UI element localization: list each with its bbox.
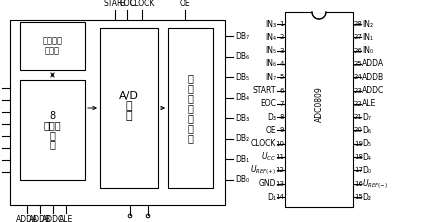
Bar xyxy=(285,12,353,207)
Text: IN₀: IN₀ xyxy=(362,46,373,55)
Text: 换: 换 xyxy=(126,111,132,121)
Text: 20: 20 xyxy=(354,127,363,133)
Text: 三: 三 xyxy=(187,73,194,83)
Text: D₄: D₄ xyxy=(362,153,371,162)
Text: DB₇: DB₇ xyxy=(235,32,249,40)
Text: IN₄: IN₄ xyxy=(265,33,276,42)
Text: 存: 存 xyxy=(187,103,194,113)
Text: START: START xyxy=(252,86,276,95)
Text: DB₂: DB₂ xyxy=(235,134,249,143)
Text: 21: 21 xyxy=(354,114,363,120)
Text: 与译码: 与译码 xyxy=(45,46,60,56)
Text: D₁: D₁ xyxy=(267,192,276,202)
Text: 态: 态 xyxy=(187,83,194,93)
Text: 26: 26 xyxy=(354,48,363,54)
Text: 1: 1 xyxy=(279,21,284,27)
Text: D₆: D₆ xyxy=(362,126,371,135)
Text: OE: OE xyxy=(180,0,191,8)
Text: 地址锁存: 地址锁存 xyxy=(42,36,62,46)
Polygon shape xyxy=(312,5,326,12)
Text: 关: 关 xyxy=(50,139,55,149)
Text: 23: 23 xyxy=(354,87,363,93)
Text: IN₂: IN₂ xyxy=(362,20,373,28)
Text: DB₅: DB₅ xyxy=(235,73,249,82)
Text: $U_{REF(-)}$: $U_{REF(-)}$ xyxy=(362,177,388,191)
Text: 转: 转 xyxy=(126,101,132,111)
Text: $U_{REF(-)}$: $U_{REF(-)}$ xyxy=(135,220,161,222)
Text: OE: OE xyxy=(265,126,276,135)
Text: GND: GND xyxy=(259,179,276,188)
Text: IN₆: IN₆ xyxy=(265,59,276,68)
Text: 28: 28 xyxy=(354,21,363,27)
Text: ADDB: ADDB xyxy=(29,215,51,222)
Text: IN₅: IN₅ xyxy=(265,46,276,55)
Text: 器: 器 xyxy=(187,133,194,143)
Text: $U_{REF(+)}$: $U_{REF(+)}$ xyxy=(250,163,276,177)
Text: 12: 12 xyxy=(275,167,284,173)
Bar xyxy=(10,20,225,205)
Text: 开: 开 xyxy=(50,130,55,140)
Text: 9: 9 xyxy=(279,127,284,133)
Text: DB₄: DB₄ xyxy=(235,93,249,102)
Text: DB₃: DB₃ xyxy=(235,114,249,123)
Text: IN₃: IN₃ xyxy=(265,20,276,28)
Text: 10: 10 xyxy=(275,141,284,147)
Text: 6: 6 xyxy=(279,87,284,93)
Text: 8: 8 xyxy=(279,114,284,120)
Text: DB₀: DB₀ xyxy=(235,176,249,184)
Text: 4: 4 xyxy=(280,61,284,67)
Text: 3: 3 xyxy=(279,48,284,54)
Text: ADC0809: ADC0809 xyxy=(315,87,324,122)
Text: EOC: EOC xyxy=(119,0,135,8)
Text: $U_{CC}$: $U_{CC}$ xyxy=(261,151,276,163)
Text: 24: 24 xyxy=(354,74,363,80)
Text: ALE: ALE xyxy=(362,99,376,108)
Text: IN₁: IN₁ xyxy=(362,33,373,42)
Text: D₂: D₂ xyxy=(362,192,371,202)
Text: 17: 17 xyxy=(354,167,363,173)
Text: DB₆: DB₆ xyxy=(235,52,249,61)
Text: ADDA: ADDA xyxy=(362,59,384,68)
Text: 11: 11 xyxy=(275,154,284,160)
Text: CLOCK: CLOCK xyxy=(251,139,276,148)
Text: IN₇: IN₇ xyxy=(265,73,276,82)
Text: 路模拟: 路模拟 xyxy=(44,120,61,130)
Text: 14: 14 xyxy=(275,194,284,200)
Text: A/D: A/D xyxy=(119,91,139,101)
Text: ADDC: ADDC xyxy=(42,215,64,222)
Text: 15: 15 xyxy=(354,194,363,200)
Text: ALE: ALE xyxy=(59,215,73,222)
Text: CLOCK: CLOCK xyxy=(130,0,155,8)
Text: 13: 13 xyxy=(275,181,284,187)
Text: $U_{REF(+)}$: $U_{REF(+)}$ xyxy=(117,220,143,222)
Text: EOC: EOC xyxy=(260,99,276,108)
Text: 22: 22 xyxy=(354,101,363,107)
Text: START: START xyxy=(103,0,127,8)
Bar xyxy=(100,28,158,188)
Text: 16: 16 xyxy=(354,181,363,187)
Text: ADDC: ADDC xyxy=(362,86,384,95)
Text: 7: 7 xyxy=(279,101,284,107)
Text: ADDA: ADDA xyxy=(16,215,38,222)
Text: 25: 25 xyxy=(354,61,363,67)
Bar xyxy=(20,80,85,180)
Text: DB₁: DB₁ xyxy=(235,155,249,164)
Bar xyxy=(168,28,213,188)
Text: D₇: D₇ xyxy=(362,113,371,122)
Text: 锁: 锁 xyxy=(187,93,194,103)
Text: 缓: 缓 xyxy=(187,113,194,123)
Text: D₀: D₀ xyxy=(362,166,371,175)
Text: D₅: D₅ xyxy=(362,139,371,148)
Text: ADDB: ADDB xyxy=(362,73,384,82)
Bar xyxy=(20,22,85,70)
Text: 19: 19 xyxy=(354,141,363,147)
Text: D₃: D₃ xyxy=(267,113,276,122)
Text: 冲: 冲 xyxy=(187,123,194,133)
Text: 18: 18 xyxy=(354,154,363,160)
Text: 27: 27 xyxy=(354,34,363,40)
Text: 2: 2 xyxy=(280,34,284,40)
Text: 8: 8 xyxy=(50,111,56,121)
Text: 5: 5 xyxy=(280,74,284,80)
